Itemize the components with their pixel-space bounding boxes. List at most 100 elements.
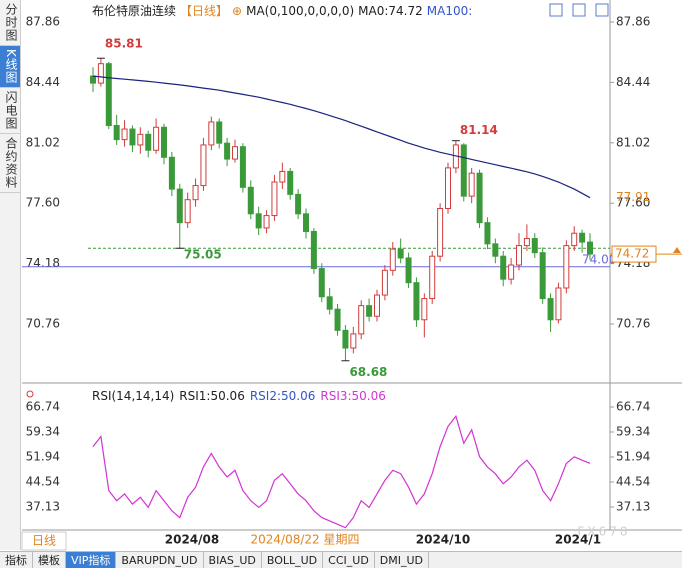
candle-body — [508, 264, 515, 280]
header-ma100: MA100: — [427, 4, 473, 18]
candle-body — [437, 208, 444, 257]
candle-body — [579, 232, 586, 243]
candle-body — [555, 287, 562, 321]
candle-body — [468, 172, 475, 197]
icon-button[interactable] — [595, 3, 609, 17]
y-tick-label: 87.86 — [616, 15, 650, 29]
x-tick-label: 2024/10 — [416, 533, 470, 547]
y-tick-label: 70.76 — [26, 317, 60, 331]
bottom-tab[interactable]: 模板 — [33, 552, 66, 568]
header-period: 【日线】 — [180, 4, 228, 18]
y-tick-label: 77.60 — [616, 196, 650, 210]
candle-body — [429, 255, 436, 300]
candle-body — [342, 329, 349, 349]
rsi-tick-label: 37.13 — [26, 499, 60, 513]
candle-body — [137, 133, 144, 146]
candle-body — [168, 156, 175, 190]
rsi-tick-label: 51.94 — [26, 449, 60, 463]
candle-body — [539, 252, 546, 300]
candle-body — [113, 125, 120, 141]
side-tab[interactable]: 闪电图 — [0, 88, 20, 134]
sidebar: 分时图 K线图 闪电图 合约资料 — [0, 0, 21, 550]
y-tick-label: 81.02 — [616, 135, 650, 149]
bottom-tab[interactable]: BARUPDN_UD — [116, 552, 204, 568]
candle-body — [358, 305, 365, 335]
y-tick-label: 84.44 — [26, 75, 60, 89]
candle-body — [271, 181, 278, 217]
candle-body — [374, 294, 380, 317]
candle-body — [587, 241, 593, 255]
candle-body — [216, 121, 223, 144]
header-ma: MA(0,100,0,0,0,0) — [246, 4, 354, 18]
ma100-value: 77.91 — [616, 190, 650, 204]
chart: 布伦特原油连续 【日线】 ⊕ MA(0,100,0,0,0,0) MA0:74.72 MA… — [21, 0, 682, 551]
tab-bar: 指标 模板 VIP指标 BARUPDN_UD BIAS_UD BOLL_UD CCI_UD D… — [0, 551, 682, 568]
candle-body — [523, 238, 530, 247]
candle-body — [492, 243, 499, 257]
candle-body — [90, 75, 96, 84]
candle-body — [405, 257, 412, 284]
settings-icon[interactable] — [26, 390, 34, 398]
cursor-date: 2024/08/22 星期四 — [251, 533, 360, 547]
candle-body — [176, 188, 183, 224]
candle-body — [224, 142, 231, 160]
chart-header: 布伦特原油连续 【日线】 ⊕ MA(0,100,0,0,0,0) MA0:74.72 MA… — [92, 3, 472, 18]
candle-body — [460, 144, 467, 197]
period-tab[interactable]: 日线 — [32, 534, 56, 548]
candle-body — [334, 308, 341, 331]
candle-body — [161, 126, 167, 158]
candle-body — [184, 199, 191, 224]
candle-body — [145, 133, 152, 151]
header-name: 布伦特原油连续 — [92, 3, 176, 18]
candle-body — [255, 213, 262, 229]
extreme-label: 68.68 — [349, 365, 387, 379]
side-tab[interactable]: K线图 — [0, 46, 20, 88]
candle-body — [421, 298, 428, 321]
y-tick-label: 70.76 — [616, 317, 650, 331]
rsi-tick-label: 66.74 — [26, 399, 60, 413]
bottom-tab[interactable]: 指标 — [0, 552, 33, 568]
rsi-tick-label: 59.34 — [26, 424, 60, 438]
candle-body — [531, 238, 538, 254]
y-tick-label: 81.02 — [26, 135, 60, 149]
extreme-label: 81.14 — [460, 123, 498, 137]
candle-body — [381, 269, 388, 296]
candle-body — [563, 245, 570, 289]
bottom-tab[interactable]: VIP指标 — [66, 552, 117, 568]
rsi-header-rsi3: RSI3:50.06 — [320, 389, 386, 403]
rsi-header-rsi1: RSI1:50.06 — [179, 389, 245, 403]
rsi-header-params: RSI(14,14,14) — [92, 389, 174, 403]
bottom-tab[interactable]: BOLL_UD — [262, 552, 324, 568]
candle-body — [295, 193, 302, 215]
ma100-line — [92, 75, 591, 199]
candle-body — [129, 128, 136, 146]
period-tab-bg[interactable] — [21, 531, 67, 551]
candle-body — [208, 121, 215, 146]
watermark: FX678 — [577, 525, 630, 539]
candle-body — [247, 186, 254, 215]
side-tab[interactable]: 分时图 — [0, 0, 20, 46]
candle-body — [389, 248, 396, 271]
rsi-header: RSI(14,14,14) RSI1:50.06 RSI2:50.06 RSI3:50… — [92, 389, 386, 403]
candle-body — [397, 248, 404, 259]
candle-body — [326, 296, 333, 310]
candle-body — [303, 213, 309, 232]
last-price-box — [611, 245, 657, 263]
icon-button[interactable] — [572, 3, 586, 17]
candle-body — [232, 146, 238, 160]
side-tab[interactable]: 合约资料 — [0, 134, 20, 193]
bottom-tab[interactable]: BIAS_UD — [204, 552, 262, 568]
icon-button[interactable] — [549, 3, 563, 17]
candle-body — [200, 144, 207, 187]
candle-body — [571, 232, 578, 247]
header-ma0: MA0:74.72 — [358, 4, 423, 18]
rsi-tick-label: 59.34 — [616, 424, 650, 438]
candle-body — [413, 282, 420, 321]
candle-body — [476, 172, 483, 224]
y-tick-label: 74.18 — [26, 256, 60, 270]
candle-body — [318, 268, 325, 298]
bottom-tab[interactable]: CCI_UD — [323, 552, 375, 568]
extreme-label: 85.81 — [105, 37, 143, 51]
bottom-tab[interactable]: DMI_UD — [375, 552, 430, 568]
